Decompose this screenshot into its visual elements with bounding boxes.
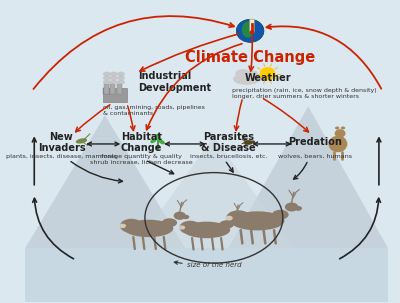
Text: New
Invaders: New Invaders <box>38 132 85 153</box>
Ellipse shape <box>285 202 298 211</box>
FancyBboxPatch shape <box>103 88 127 102</box>
Ellipse shape <box>103 80 111 85</box>
Text: oil, gas, mining, roads, pipelines
& contaminants: oil, gas, mining, roads, pipelines & con… <box>103 105 205 115</box>
Ellipse shape <box>246 70 258 78</box>
Ellipse shape <box>110 75 118 80</box>
Ellipse shape <box>236 19 264 42</box>
Text: Habitat
Change: Habitat Change <box>120 132 162 153</box>
Ellipse shape <box>225 216 233 221</box>
Ellipse shape <box>162 218 177 227</box>
Polygon shape <box>134 136 294 248</box>
Ellipse shape <box>103 75 111 80</box>
Text: Parasites
& Disease: Parasites & Disease <box>201 132 256 153</box>
Ellipse shape <box>219 220 234 229</box>
Ellipse shape <box>235 69 250 78</box>
Ellipse shape <box>119 224 126 228</box>
Ellipse shape <box>230 211 284 230</box>
Text: Industrial
Development: Industrial Development <box>138 71 211 93</box>
Ellipse shape <box>117 75 125 80</box>
Text: wolves, bears, humans: wolves, bears, humans <box>278 154 352 159</box>
FancyBboxPatch shape <box>250 19 254 33</box>
Ellipse shape <box>117 72 125 76</box>
Ellipse shape <box>158 139 165 145</box>
FancyBboxPatch shape <box>117 84 122 94</box>
Ellipse shape <box>179 225 185 230</box>
Ellipse shape <box>179 221 201 234</box>
Ellipse shape <box>233 73 260 85</box>
Ellipse shape <box>335 129 346 138</box>
Text: forage quantity & quality
shrub increase, lichen decrease: forage quantity & quality shrub increase… <box>90 154 193 165</box>
Ellipse shape <box>249 30 254 35</box>
Ellipse shape <box>242 22 254 38</box>
Ellipse shape <box>174 211 186 220</box>
Ellipse shape <box>182 215 189 219</box>
Ellipse shape <box>150 138 157 143</box>
Ellipse shape <box>239 217 246 221</box>
FancyBboxPatch shape <box>103 88 114 94</box>
Polygon shape <box>228 106 388 248</box>
Ellipse shape <box>335 126 339 129</box>
Ellipse shape <box>110 72 118 76</box>
FancyBboxPatch shape <box>110 84 115 94</box>
Polygon shape <box>25 115 185 248</box>
Ellipse shape <box>110 80 118 85</box>
Text: size of the herd: size of the herd <box>186 262 241 268</box>
Ellipse shape <box>120 219 143 233</box>
Ellipse shape <box>260 67 276 80</box>
Text: Predation: Predation <box>288 138 342 148</box>
Ellipse shape <box>272 210 289 219</box>
Ellipse shape <box>236 19 264 42</box>
Ellipse shape <box>328 136 347 152</box>
Ellipse shape <box>294 206 302 211</box>
Text: precipitation (rain, ice, snow depth & density)
longer, drier summers & shorter : precipitation (rain, ice, snow depth & d… <box>232 88 377 99</box>
Ellipse shape <box>117 80 125 85</box>
FancyBboxPatch shape <box>25 248 388 302</box>
Ellipse shape <box>230 214 242 222</box>
Text: plants, insects, disease, mammals: plants, insects, disease, mammals <box>6 154 117 159</box>
Ellipse shape <box>124 220 173 237</box>
FancyBboxPatch shape <box>104 84 109 94</box>
Text: insects, brucellosis, etc.: insects, brucellosis, etc. <box>190 154 267 159</box>
Ellipse shape <box>183 221 230 238</box>
Text: Climate Change: Climate Change <box>185 50 315 65</box>
Ellipse shape <box>226 210 251 226</box>
Ellipse shape <box>251 140 255 143</box>
Ellipse shape <box>103 72 111 76</box>
Ellipse shape <box>244 140 253 145</box>
Ellipse shape <box>341 126 345 129</box>
Text: Weather: Weather <box>245 73 292 83</box>
Ellipse shape <box>155 134 161 140</box>
Ellipse shape <box>76 138 87 144</box>
